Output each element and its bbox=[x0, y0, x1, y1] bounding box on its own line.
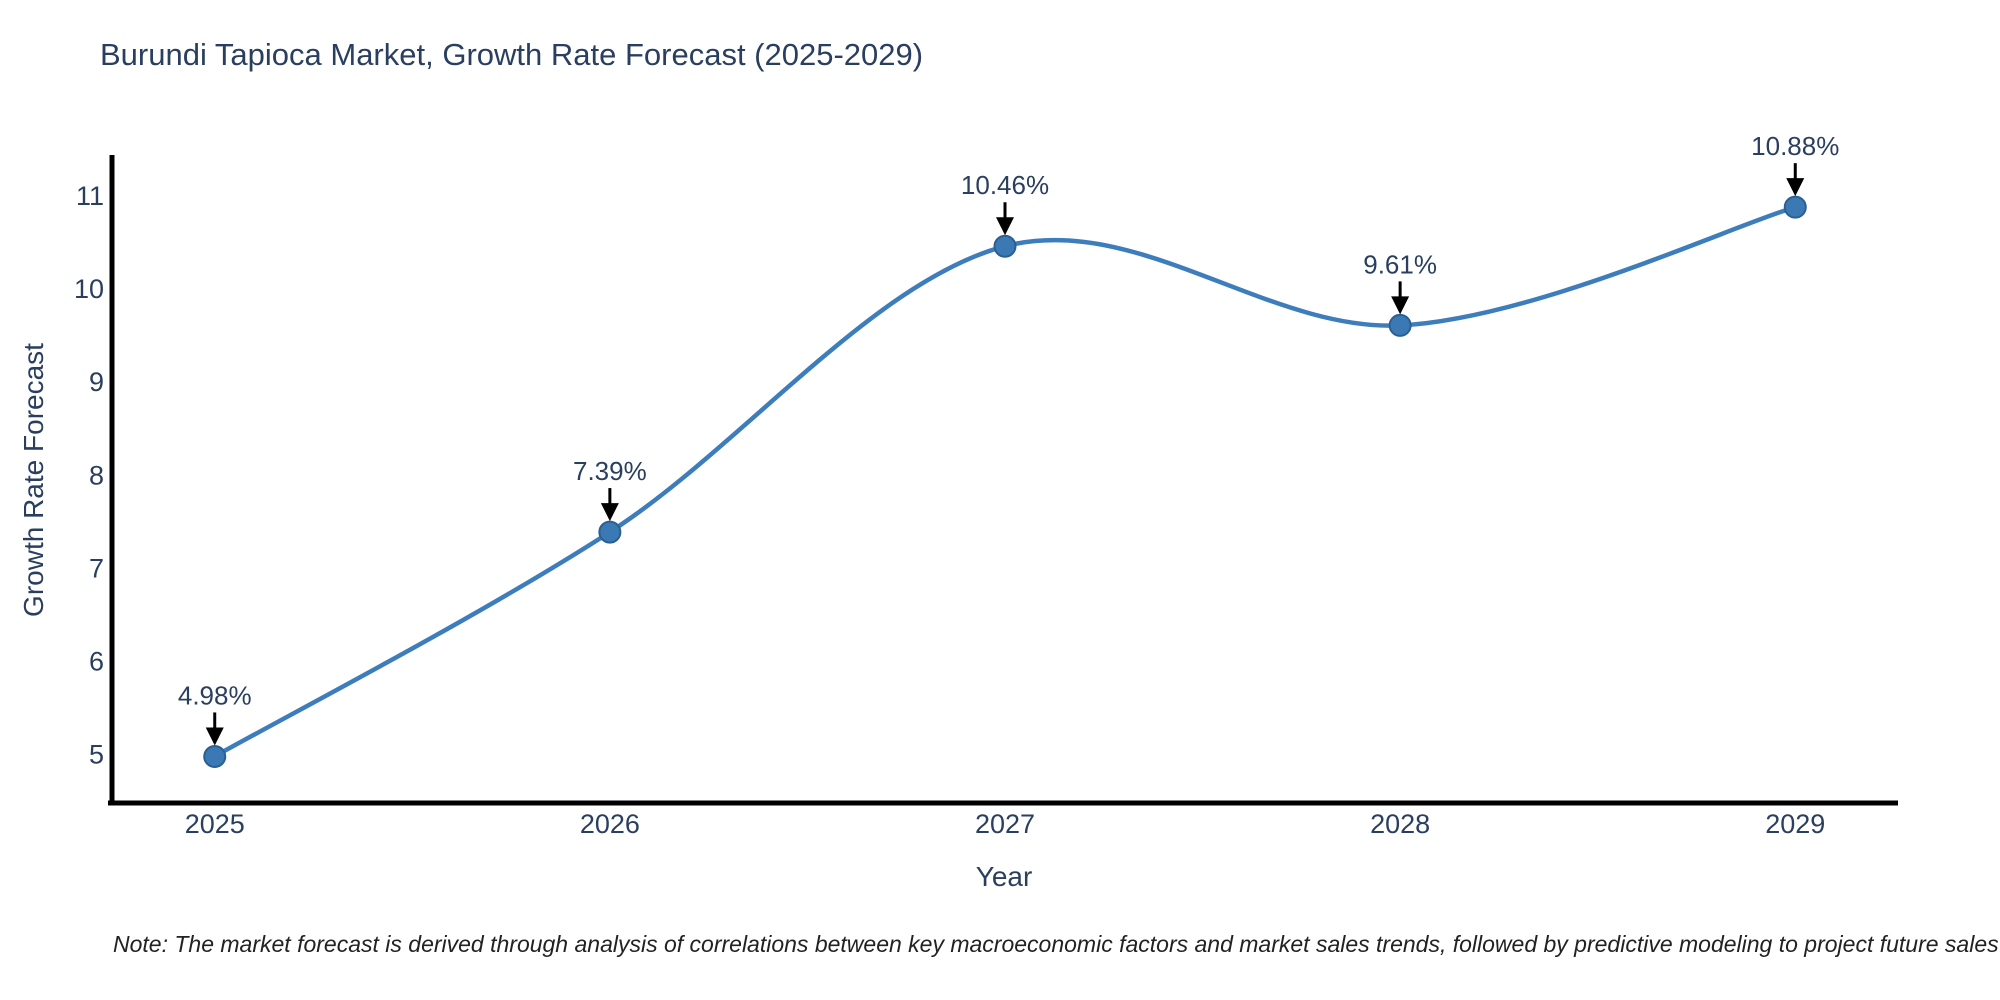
chart-title: Burundi Tapioca Market, Growth Rate Fore… bbox=[100, 37, 924, 72]
y-tick-label: 7 bbox=[89, 553, 104, 583]
y-tick-label: 6 bbox=[89, 646, 104, 676]
data-point-marker[interactable] bbox=[203, 744, 227, 768]
x-tick-label: 2026 bbox=[580, 809, 640, 839]
spline-line bbox=[212, 204, 1798, 759]
x-axis-title: Year bbox=[975, 861, 1033, 892]
annotation-label: 7.39% bbox=[573, 456, 647, 486]
annotation-label: 9.61% bbox=[1363, 249, 1437, 279]
data-point-marker[interactable] bbox=[1783, 195, 1807, 219]
y-tick-label: 9 bbox=[89, 367, 104, 397]
x-tick-label: 2028 bbox=[1370, 809, 1430, 839]
annotation-arrowhead-icon bbox=[1786, 178, 1805, 197]
annotation-arrowhead-icon bbox=[205, 727, 224, 746]
y-tick-label: 8 bbox=[89, 460, 104, 490]
data-point-marker[interactable] bbox=[1388, 313, 1412, 337]
y-tick-label: 5 bbox=[89, 740, 104, 770]
annotation-label: 10.88% bbox=[1751, 131, 1839, 161]
x-tick-label: 2027 bbox=[975, 809, 1035, 839]
annotation-arrowhead-icon bbox=[1391, 296, 1410, 315]
annotation-arrowhead-icon bbox=[600, 503, 619, 522]
annotation-arrowhead-icon bbox=[996, 217, 1014, 236]
x-tick-label: 2029 bbox=[1765, 809, 1825, 839]
annotation-label: 10.46% bbox=[961, 170, 1049, 200]
data-point-marker[interactable] bbox=[598, 520, 622, 544]
footnote: Note: The market forecast is derived thr… bbox=[113, 931, 1999, 957]
data-point-marker[interactable] bbox=[993, 234, 1017, 258]
y-tick-label: 10 bbox=[74, 274, 104, 304]
annotation-label: 4.98% bbox=[178, 680, 252, 710]
x-tick-label: 2025 bbox=[185, 809, 245, 839]
y-tick-label: 11 bbox=[76, 181, 104, 211]
